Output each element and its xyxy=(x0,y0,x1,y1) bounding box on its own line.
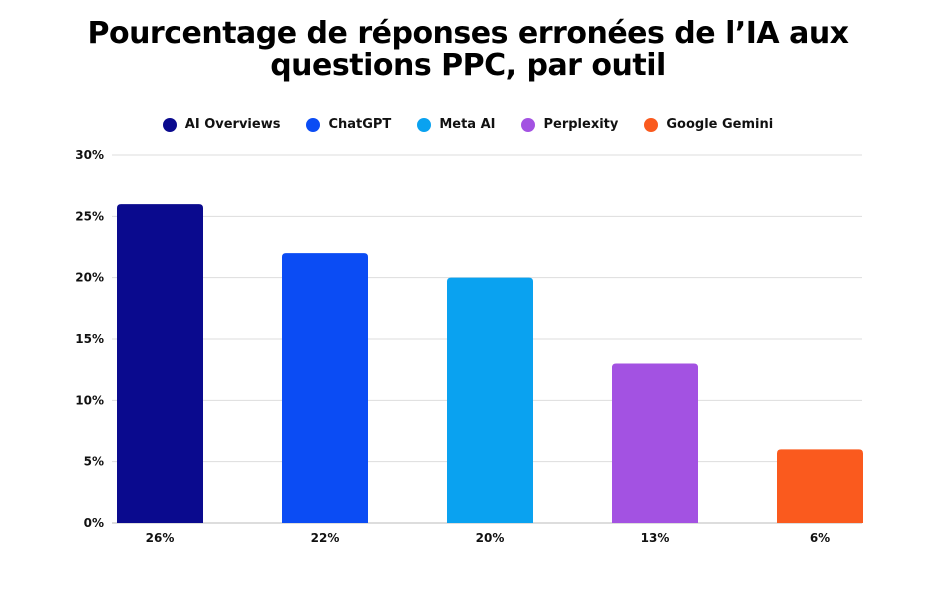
legend-item: Google Gemini xyxy=(644,117,773,132)
y-tick-label: 25% xyxy=(75,209,104,223)
y-tick-label: 30% xyxy=(75,148,104,162)
legend-label: ChatGPT xyxy=(328,117,392,132)
chart-title: Pourcentage de réponses erronées de l’IA… xyxy=(0,18,936,82)
bar xyxy=(117,204,203,524)
title-line-2: questions PPC, par outil xyxy=(270,48,666,83)
legend: AI Overviews ChatGPT Meta AI Perplexity Goog… xyxy=(0,117,936,132)
legend-item: Perplexity xyxy=(521,117,618,132)
legend-swatch xyxy=(521,117,536,132)
y-tick-label: 15% xyxy=(75,332,104,346)
legend-item: AI Overviews xyxy=(162,117,281,132)
legend-label: AI Overviews xyxy=(184,117,281,132)
legend-item: ChatGPT xyxy=(306,117,391,132)
data-label: 26% xyxy=(146,531,175,545)
bar xyxy=(612,363,698,523)
legend-swatch xyxy=(162,117,177,132)
legend-label: Meta AI xyxy=(439,117,496,132)
data-label: 13% xyxy=(641,531,670,545)
data-label: 20% xyxy=(476,531,505,545)
y-tick-label: 0% xyxy=(84,516,104,530)
legend-item: Meta AI xyxy=(417,117,495,132)
data-label: 6% xyxy=(810,531,830,545)
legend-swatch xyxy=(306,117,321,132)
data-label: 22% xyxy=(311,531,340,545)
y-tick-label: 5% xyxy=(84,455,104,469)
bar xyxy=(447,277,533,523)
legend-swatch xyxy=(417,117,432,132)
bar xyxy=(777,449,863,523)
y-tick-label: 10% xyxy=(75,393,104,407)
y-tick-label: 20% xyxy=(75,271,104,285)
title-line-1: Pourcentage de réponses erronées de l’IA… xyxy=(87,16,849,51)
legend-swatch xyxy=(644,117,659,132)
legend-label: Google Gemini xyxy=(666,117,774,132)
bar xyxy=(282,253,368,523)
legend-label: Perplexity xyxy=(543,117,619,132)
